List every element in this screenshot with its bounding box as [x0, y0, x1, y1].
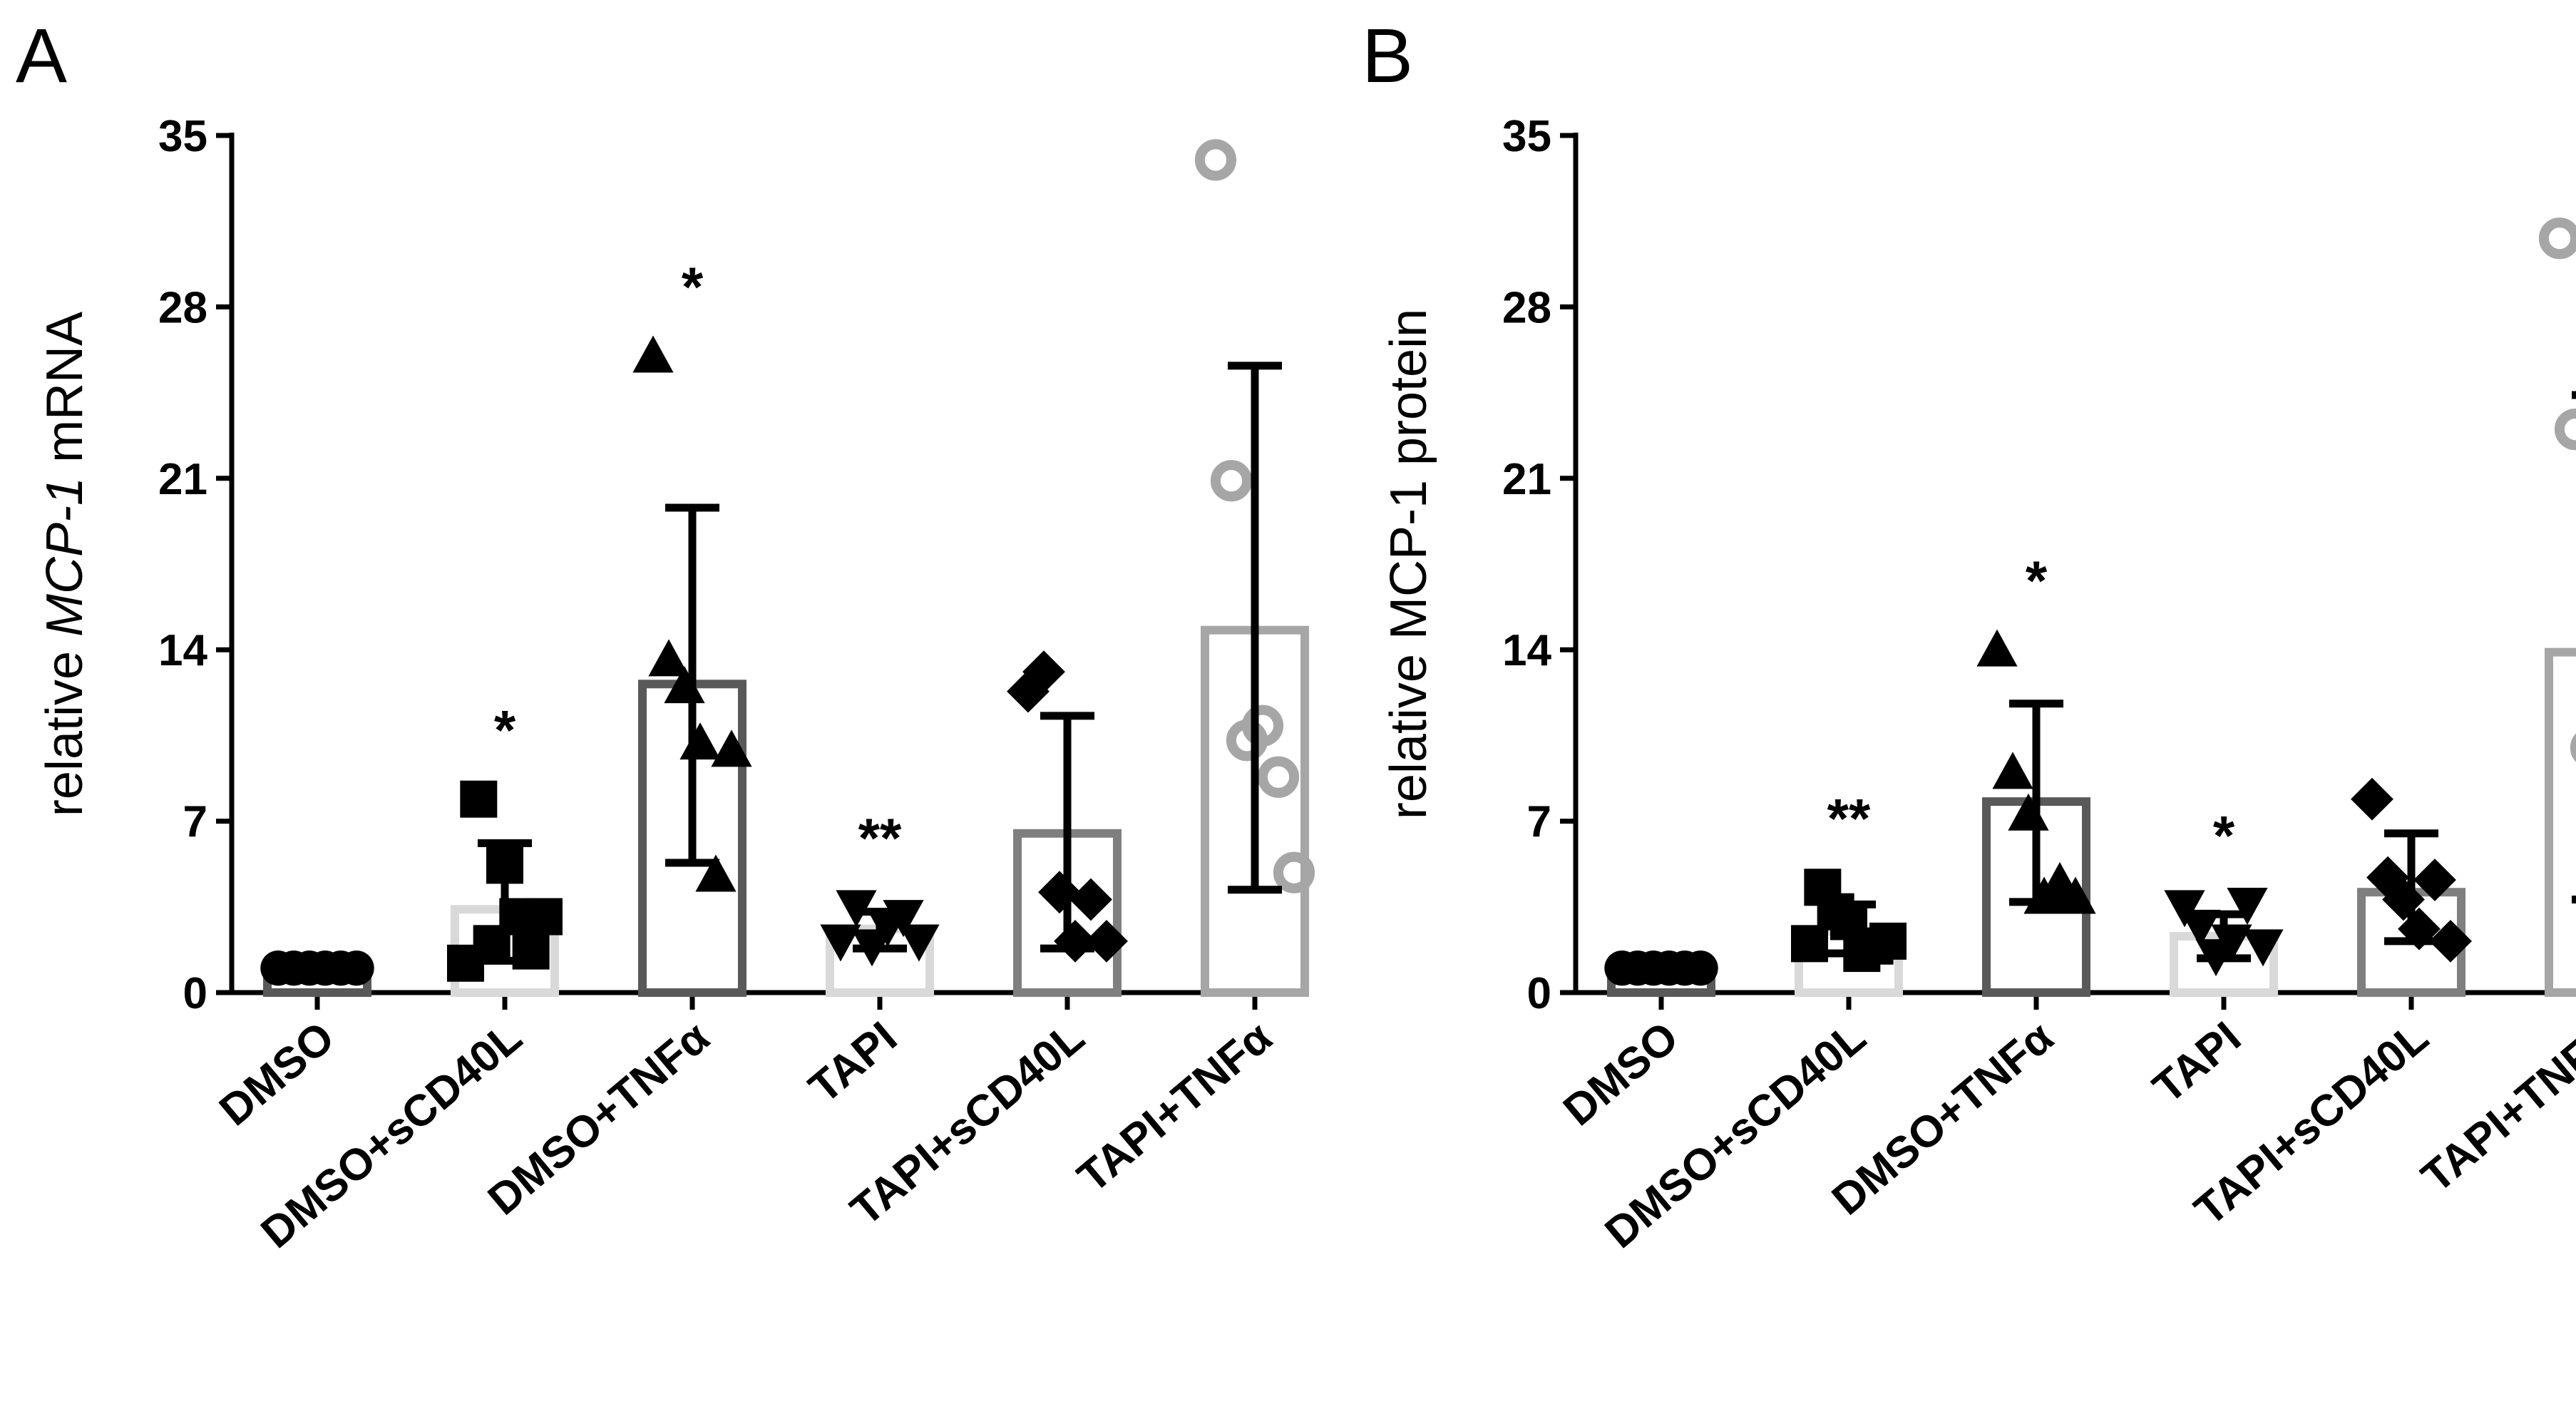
significance-label: *	[494, 699, 516, 762]
data-point	[898, 924, 940, 962]
data-point	[1976, 629, 2018, 667]
significance-label: **	[858, 806, 902, 869]
y-tick-label: 0	[183, 969, 207, 1018]
data-point	[1273, 851, 1315, 893]
data-point	[1257, 756, 1300, 798]
data-point	[1683, 950, 1718, 986]
data-point	[525, 898, 563, 936]
y-tick-label: 35	[158, 112, 207, 161]
x-category-label: DMSO	[210, 1013, 344, 1135]
x-category-label: TAPI	[800, 1013, 906, 1113]
data-point	[2164, 890, 2205, 928]
significance-label: *	[682, 255, 704, 318]
data-point	[2538, 217, 2576, 260]
y-tick-label: 21	[158, 455, 207, 504]
data-point	[1038, 871, 1081, 914]
data-point	[2570, 733, 2576, 762]
data-point	[1022, 650, 1065, 694]
significance-label: *	[2213, 804, 2235, 866]
data-point	[2554, 409, 2576, 451]
data-point	[1194, 139, 1237, 181]
panel-letter: B	[1362, 12, 1413, 98]
data-point	[648, 639, 689, 677]
data-point	[2351, 777, 2393, 821]
y-tick-label: 7	[183, 798, 207, 847]
x-category-label: TAPI+TNFα	[1069, 1013, 1281, 1202]
data-point	[711, 729, 752, 767]
data-point	[1992, 752, 2033, 789]
data-point	[695, 854, 737, 892]
panel-letter: A	[16, 12, 67, 98]
y-tick-label: 35	[1502, 112, 1551, 161]
y-tick-label: 21	[1502, 455, 1551, 504]
data-point	[339, 950, 374, 986]
data-point	[2227, 887, 2268, 925]
data-point	[1210, 460, 1253, 502]
x-category-label: TAPI+TNFα	[2413, 1013, 2576, 1202]
data-point	[1069, 878, 1112, 921]
significance-label: **	[1827, 787, 1871, 849]
data-point	[679, 722, 721, 760]
y-tick-label: 28	[158, 283, 207, 332]
data-point	[1241, 705, 1284, 747]
data-point	[2413, 859, 2456, 901]
data-point	[1085, 919, 1128, 963]
y-tick-label: 14	[1502, 626, 1551, 675]
y-axis-label: relative MCP-1 protein	[1380, 309, 1437, 819]
data-point	[820, 924, 861, 962]
x-category-label: TAPI	[2144, 1013, 2250, 1113]
bar	[2545, 647, 2576, 997]
data-point	[632, 335, 674, 373]
y-tick-label: 14	[158, 626, 207, 675]
data-point	[2180, 909, 2221, 947]
y-axis-label: relative MCP-1 mRNA	[36, 312, 93, 816]
x-category-label: DMSO	[1554, 1013, 1688, 1135]
y-tick-label: 7	[1527, 798, 1551, 847]
data-point	[460, 780, 498, 818]
data-point	[2242, 929, 2284, 967]
significance-label: *	[2026, 549, 2048, 612]
y-tick-label: 28	[1502, 283, 1551, 332]
y-tick-label: 0	[1527, 969, 1551, 1018]
data-point	[2429, 919, 2472, 963]
data-point	[2055, 876, 2096, 914]
